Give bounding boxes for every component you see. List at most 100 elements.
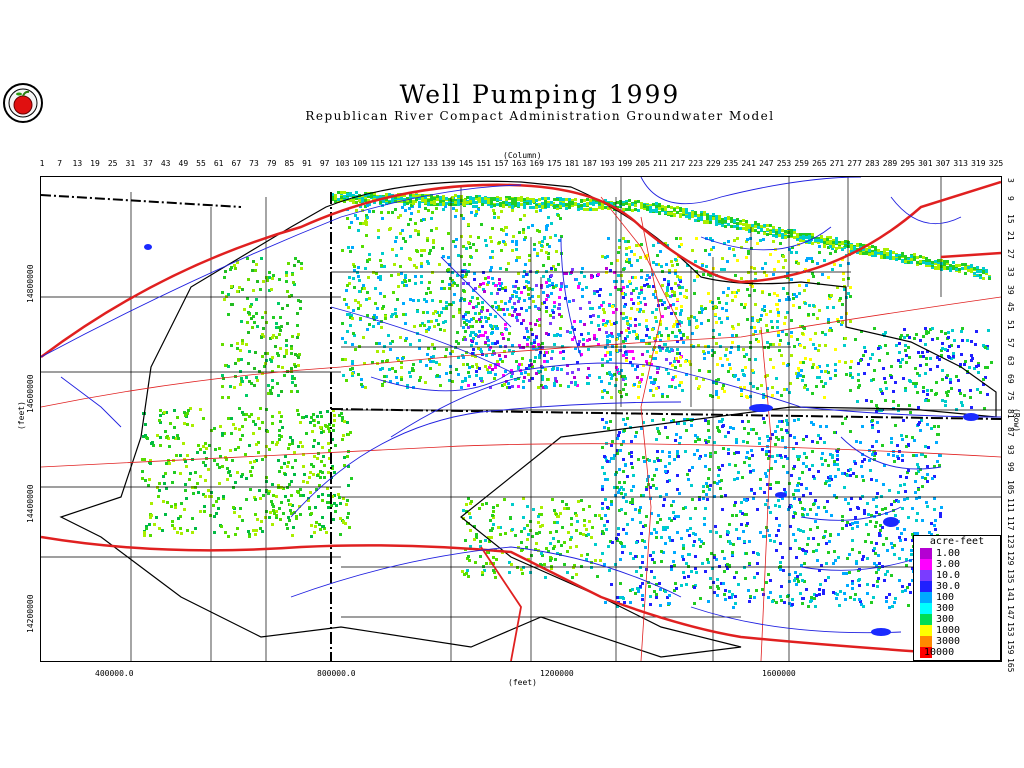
model-boundary [59, 180, 997, 658]
column-tick: 169 [529, 159, 544, 168]
legend-swatch [920, 614, 932, 625]
county-grid [41, 177, 1001, 661]
column-tick: 91 [302, 159, 312, 168]
column-tick: 307 [935, 159, 951, 168]
legend-label: 30.0 [936, 581, 961, 592]
apple-logo-icon [2, 82, 44, 124]
column-tick: 61 [213, 159, 224, 168]
column-tick: 97 [319, 159, 330, 168]
legend-item: 3.00 [914, 559, 1000, 571]
map-panel[interactable] [40, 176, 1002, 662]
legend-item: 10000 [914, 647, 1000, 659]
row-tick: 69 [1006, 373, 1015, 384]
column-tick: 295 [900, 159, 915, 168]
row-tick: 153 [1006, 622, 1015, 637]
row-tick: 147 [1006, 604, 1015, 620]
pumping-cells [141, 191, 993, 609]
y-tick: 14800000 [26, 264, 35, 303]
legend-swatch [920, 581, 932, 592]
row-tick: 15 [1006, 213, 1015, 224]
column-tick: 229 [706, 159, 721, 168]
legend-label: 300 [936, 603, 955, 614]
column-tick: 151 [476, 159, 491, 168]
row-tick: 39 [1006, 284, 1015, 295]
column-tick: 49 [178, 159, 189, 168]
map-title: Well Pumping 1999 [399, 80, 681, 109]
row-tick: 111 [1006, 498, 1015, 513]
legend: acre-feet 1.00 3.00 10.0 30.0 100 300 300 1000… [913, 535, 1001, 661]
column-tick: 301 [918, 159, 933, 168]
reservoirs [144, 244, 979, 636]
row-tick: 93 [1006, 444, 1015, 455]
column-tick: 139 [441, 159, 456, 168]
rivers [41, 177, 1001, 634]
column-tick: 1 [39, 159, 45, 168]
row-tick: 3 [1006, 178, 1015, 183]
legend-swatch [920, 625, 932, 636]
column-tick: 259 [794, 159, 809, 168]
legend-item: 300 [914, 614, 1000, 626]
column-tick: 193 [600, 159, 615, 168]
column-tick: 19 [90, 159, 100, 168]
x-tick: 400000.0 [95, 669, 134, 678]
legend-item: 10.0 [914, 570, 1000, 582]
legend-label: 3000 [936, 636, 961, 647]
row-tick: 135 [1006, 569, 1015, 584]
row-tick: 141 [1006, 586, 1015, 602]
row-tick: 129 [1006, 551, 1015, 566]
row-tick: 57 [1006, 338, 1015, 348]
column-tick: 109 [352, 159, 368, 168]
row-tick: 105 [1006, 480, 1015, 495]
column-tick: 79 [266, 159, 277, 168]
row-tick: 117 [1006, 515, 1015, 531]
legend-label: 10.0 [936, 570, 961, 581]
row-tick: 63 [1006, 355, 1015, 366]
legend-label: 1.00 [936, 548, 961, 559]
row-tick: 21 [1006, 231, 1015, 241]
column-tick: 133 [423, 159, 438, 168]
column-tick: 55 [196, 159, 206, 168]
legend-label: 3.00 [936, 559, 961, 570]
legend-swatch [920, 592, 932, 603]
column-tick: 43 [160, 159, 171, 168]
column-tick: 217 [670, 159, 686, 168]
column-tick: 25 [107, 159, 118, 168]
row-tick: 99 [1006, 462, 1015, 473]
column-tick: 175 [547, 159, 562, 168]
legend-swatch [920, 603, 932, 614]
row-tick: 75 [1006, 391, 1015, 401]
row-tick: 159 [1006, 640, 1015, 655]
row-tick: 51 [1006, 320, 1015, 330]
column-tick: 325 [988, 159, 1004, 168]
roads [41, 180, 1001, 661]
legend-swatch [920, 570, 932, 581]
legend-swatch [920, 636, 932, 647]
column-tick: 211 [653, 159, 668, 168]
legend-label: 100 [936, 592, 955, 603]
column-tick: 247 [759, 159, 774, 168]
row-axis-label: (Row) [1012, 408, 1021, 433]
column-tick: 253 [776, 159, 792, 168]
column-tick: 115 [370, 159, 385, 168]
column-tick: 223 [688, 159, 703, 168]
legend-label: 10000 [924, 647, 955, 658]
column-tick: 319 [971, 159, 986, 168]
column-tick: 13 [72, 159, 83, 168]
column-tick: 163 [511, 159, 527, 168]
legend-item: 3000 [914, 636, 1000, 648]
legend-label: 1000 [936, 625, 961, 636]
row-tick: 27 [1006, 249, 1015, 259]
row-tick: 33 [1006, 266, 1015, 277]
column-tick: 103 [335, 159, 350, 168]
column-axis-label: (Column) [503, 151, 542, 160]
column-tick: 187 [582, 159, 597, 168]
y-tick: 14200000 [26, 594, 35, 633]
row-tick: 165 [1006, 658, 1015, 673]
column-tick: 181 [564, 159, 580, 168]
legend-item: 1.00 [914, 548, 1000, 560]
legend-item: 100 [914, 592, 1000, 604]
legend-item: 1000 [914, 625, 1000, 637]
column-tick: 199 [617, 159, 633, 168]
legend-title: acre-feet [929, 536, 985, 547]
column-tick: 73 [249, 159, 259, 168]
